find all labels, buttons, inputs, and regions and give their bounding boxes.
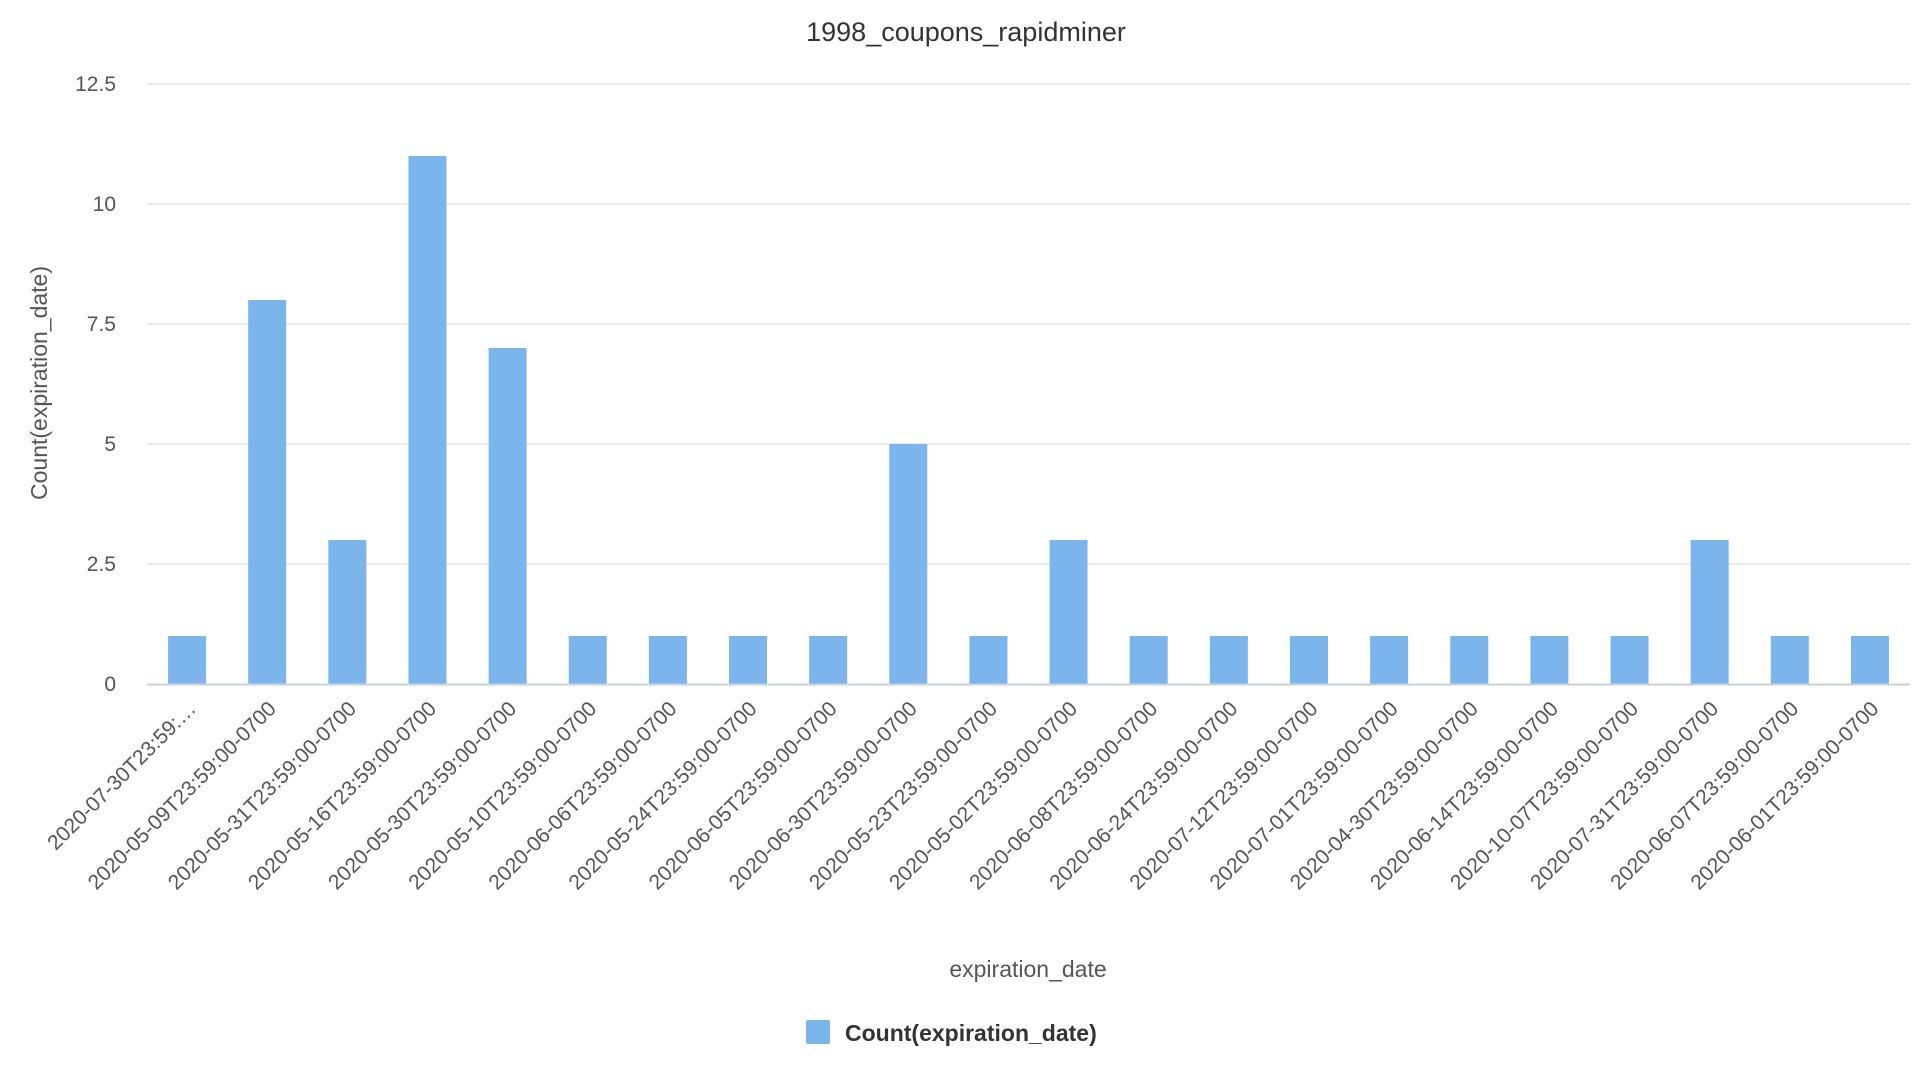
bar[interactable]: [1850, 636, 1889, 684]
bar[interactable]: [328, 540, 367, 684]
bar[interactable]: [809, 636, 848, 684]
y-axis-ticks: 0 2.5 5 7.5 10 12.5: [75, 73, 116, 696]
bar[interactable]: [1370, 636, 1409, 684]
y-tick-label: 2.5: [87, 553, 116, 576]
legend-swatch: [806, 1020, 830, 1044]
bar[interactable]: [889, 444, 928, 684]
x-tick-label: 2020-07-30T23:59:…: [43, 697, 200, 854]
bar[interactable]: [1770, 636, 1809, 684]
bar[interactable]: [1209, 636, 1248, 684]
y-tick-label: 7.5: [87, 313, 116, 336]
bar[interactable]: [248, 300, 287, 684]
y-axis-title: Count(expiration_date): [26, 266, 52, 500]
bar[interactable]: [1289, 636, 1328, 684]
bar[interactable]: [1129, 636, 1168, 684]
chart-title: 1998_coupons_rapidminer: [806, 17, 1126, 47]
legend[interactable]: Count(expiration_date): [806, 1020, 1097, 1046]
bar[interactable]: [969, 636, 1008, 684]
x-axis-ticks: 2020-07-30T23:59:…2020-05-09T23:59:00-07…: [43, 697, 1883, 894]
bar[interactable]: [1530, 636, 1569, 684]
bar[interactable]: [1690, 540, 1729, 684]
y-tick-label: 10: [93, 193, 116, 216]
bar[interactable]: [408, 156, 447, 684]
legend-label: Count(expiration_date): [845, 1020, 1097, 1046]
bar[interactable]: [648, 636, 687, 684]
bars: [168, 156, 1889, 684]
bar[interactable]: [488, 348, 527, 684]
y-tick-label: 5: [104, 433, 116, 456]
y-tick-label: 0: [104, 673, 116, 696]
bar[interactable]: [168, 636, 207, 684]
y-tick-label: 12.5: [75, 73, 116, 96]
bar[interactable]: [1610, 636, 1649, 684]
x-axis-title: expiration_date: [949, 956, 1106, 982]
bar[interactable]: [568, 636, 607, 684]
bar[interactable]: [729, 636, 768, 684]
bar[interactable]: [1049, 540, 1088, 684]
bar[interactable]: [1450, 636, 1489, 684]
